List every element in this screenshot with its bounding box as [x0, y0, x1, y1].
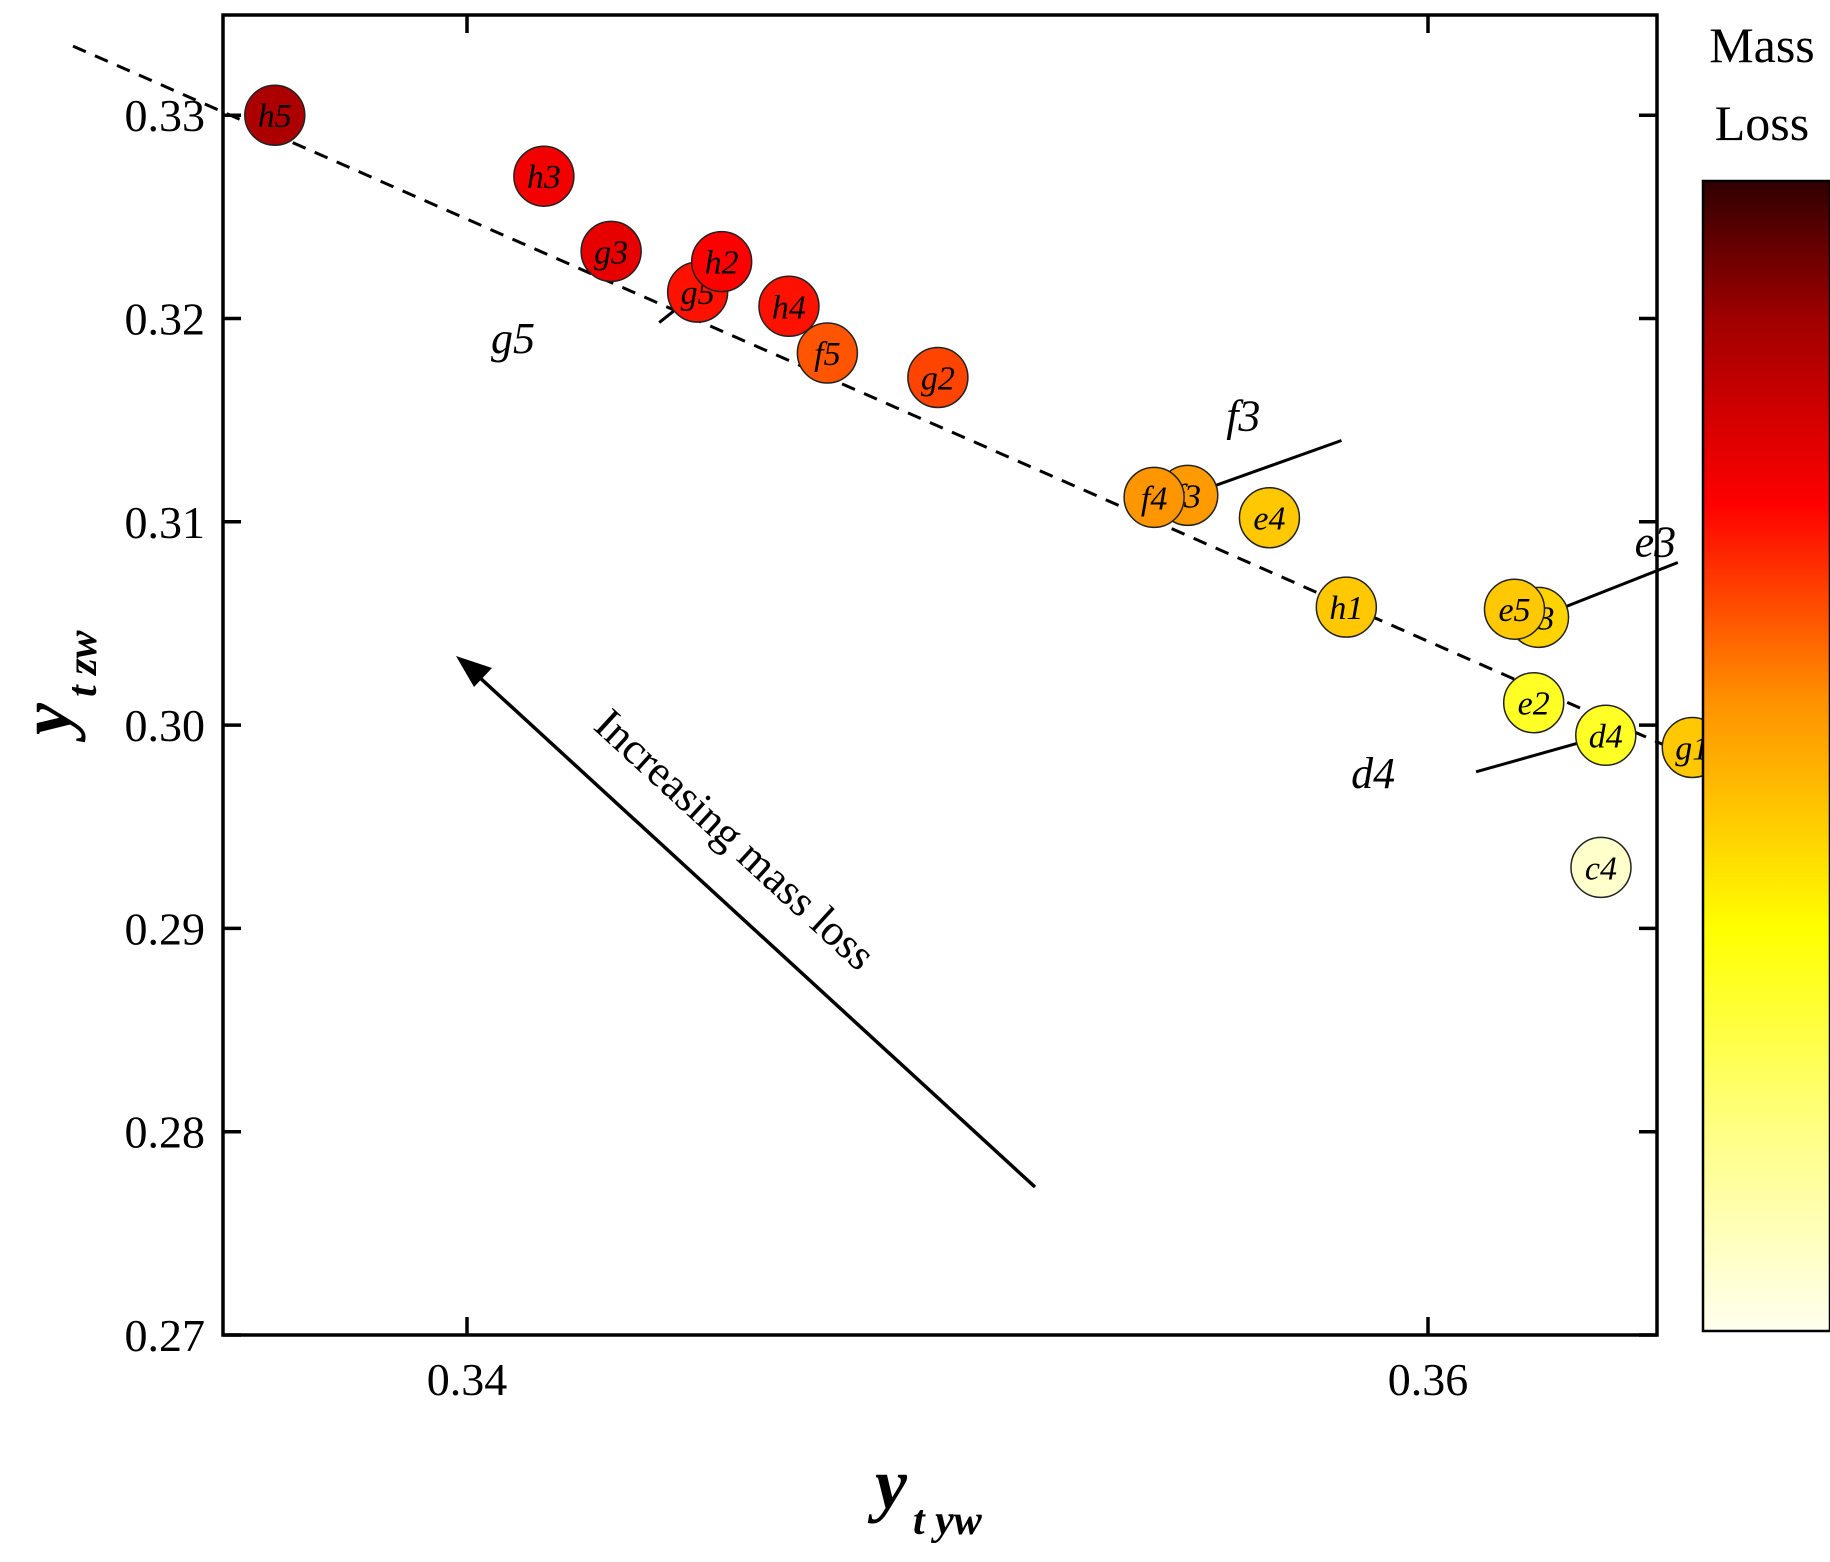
- point-d4: d4: [1575, 704, 1637, 767]
- point-label: e2: [1518, 686, 1550, 723]
- point-g2: g2: [907, 346, 969, 409]
- colorbar-title-line2: Loss: [1715, 95, 1809, 151]
- point-marker: [690, 230, 753, 293]
- y-axis: 0.270.280.290.300.310.320.33: [125, 90, 1657, 1361]
- colorbar-gradient: [1701, 179, 1830, 1333]
- point-label: d4: [1589, 718, 1623, 755]
- point-label: e4: [1253, 501, 1285, 538]
- point-e4: e4: [1238, 486, 1301, 549]
- y-tick-label: 0.31: [125, 497, 206, 548]
- point-f4: f4: [1123, 466, 1185, 529]
- point-label: c4: [1585, 850, 1617, 887]
- point-marker: [758, 275, 820, 338]
- callout-label-f3: f3: [1226, 391, 1260, 440]
- point-g3: g3: [580, 220, 642, 283]
- colorbar-title-line1: Mass: [1709, 17, 1815, 73]
- point-marker: [1123, 466, 1185, 529]
- point-label: e5: [1498, 592, 1530, 629]
- point-label: h3: [527, 159, 561, 196]
- trend-line: [72, 44, 1830, 820]
- point-h4: h4: [758, 275, 820, 338]
- y-tick-label: 0.29: [125, 903, 206, 954]
- point-label: f5: [814, 336, 840, 373]
- point-marker: [513, 145, 575, 207]
- point-h1: h1: [1315, 576, 1378, 638]
- x-tick-label: 0.34: [427, 1354, 508, 1405]
- point-marker: [1483, 578, 1546, 640]
- point-h5: h5: [244, 84, 306, 146]
- point-marker: [244, 84, 306, 146]
- y-tick-label: 0.32: [125, 294, 206, 345]
- point-marker: [1315, 576, 1378, 638]
- point-label: f4: [1141, 480, 1167, 517]
- x-tick-label: 0.36: [1388, 1354, 1469, 1405]
- plot-frame: [221, 13, 1659, 1337]
- point-marker: [796, 322, 859, 384]
- y-tick-label: 0.27: [125, 1310, 206, 1361]
- y-tick-label: 0.30: [125, 700, 206, 751]
- point-marker: [1570, 836, 1632, 899]
- point-label: h4: [772, 289, 806, 326]
- point-c4: c4: [1570, 836, 1632, 899]
- point-marker: [1238, 486, 1301, 549]
- point-label: h2: [705, 245, 739, 282]
- point-label: g2: [921, 360, 955, 397]
- annotation-text: Increasing mass loss: [585, 699, 885, 980]
- point-label: h1: [1329, 590, 1363, 627]
- colorbar: Mass Loss: [1701, 17, 1830, 1333]
- point-marker: [907, 346, 969, 409]
- point-h2: h2: [690, 230, 753, 293]
- y-tick-label: 0.28: [125, 1107, 206, 1158]
- point-e2: e2: [1502, 671, 1565, 734]
- point-marker: [580, 220, 642, 283]
- point-label: g3: [594, 234, 628, 271]
- increasing-mass-loss-arrow: [456, 656, 1037, 1189]
- point-h3: h3: [513, 145, 575, 207]
- callouts: g5f3e3d4e1: [491, 290, 1679, 798]
- callout-label-g5: g5: [491, 314, 535, 363]
- point-label: h5: [258, 98, 292, 135]
- point-f5: f5: [796, 322, 859, 384]
- callout-label-d4: d4: [1351, 749, 1395, 798]
- callout-label-e3: e3: [1635, 517, 1677, 566]
- point-marker: [1575, 704, 1637, 767]
- x-axis: 0.340.360.38: [427, 15, 1469, 1405]
- point-e5: e5: [1483, 578, 1546, 640]
- point-marker: [1502, 671, 1565, 734]
- y-axis-title: yt zw: [6, 630, 106, 743]
